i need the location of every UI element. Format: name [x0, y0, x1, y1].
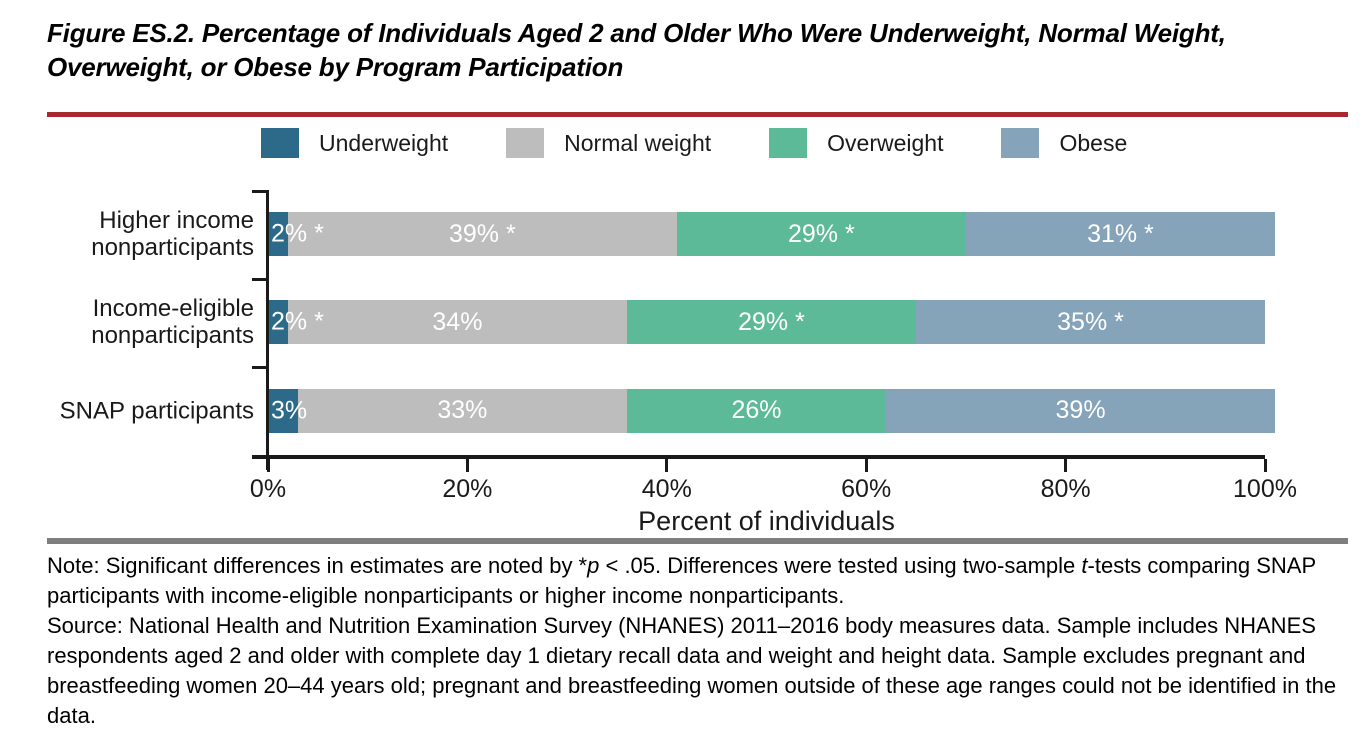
bar-segment-obese: 39% [886, 388, 1275, 433]
x-axis-tick [465, 459, 469, 472]
x-axis-tick-label: 0% [249, 475, 287, 503]
footer-divider-rule [47, 538, 1348, 544]
footnotes: Note: Significant differences in estimat… [47, 551, 1347, 731]
bar-segment-normal-weight: 39% * [287, 212, 677, 256]
bar-value-label: 2% * [271, 219, 324, 248]
x-axis-tick [1064, 459, 1068, 472]
bar-segment-obese: 31% * [965, 212, 1275, 256]
legend-label: Overweight [827, 129, 944, 156]
y-axis-tick [252, 278, 268, 281]
x-axis-tick-label: 80% [1040, 475, 1091, 503]
bar-value-label: 29% * [787, 219, 855, 248]
x-axis-tick-label: 20% [442, 475, 493, 503]
x-axis-line [252, 455, 1265, 459]
x-axis-tick-label: 40% [641, 475, 692, 503]
legend-swatch-icon [506, 128, 545, 158]
legend-swatch-icon [769, 128, 808, 158]
bar-value-label: 31% * [1087, 219, 1154, 248]
x-axis-tick [665, 459, 669, 472]
bar-row: 3% 33% 26% 39% [268, 388, 1275, 433]
legend-label: Obese [1059, 129, 1128, 156]
legend-item-obese: Obese [1001, 128, 1127, 158]
y-axis-tick [252, 190, 268, 193]
bar-segment-normal-weight: 33% [297, 388, 627, 433]
bar-value-label: 35% * [1057, 307, 1124, 336]
stacked-bar-chart: 2% * 39% * 29% * 31% * 2% * 34% 29% * 35% * 3% 33… [0, 190, 1370, 538]
bar-segment-overweight: 29% * [676, 212, 966, 256]
x-axis-tick [266, 459, 270, 472]
bar-value-label: 33% [437, 396, 488, 424]
bar-row: 2% * 39% * 29% * 31% * [268, 212, 1275, 256]
legend-swatch-icon [1001, 128, 1040, 158]
note-segment: Note: Significant differences in estimat… [47, 553, 588, 578]
plot-area: 2% * 39% * 29% * 31% * 2% * 34% 29% * 35% * 3% 33… [268, 190, 1275, 455]
x-axis-tick [1263, 459, 1267, 472]
y-axis-tick [252, 366, 268, 369]
category-label-income-eligible-nonparticipants: Income-eligible nonparticipants [91, 295, 254, 349]
source-text: Source: National Health and Nutrition Ex… [47, 613, 1337, 728]
x-axis-tick-label: 100% [1233, 475, 1297, 503]
note-italic-segment: t [1081, 553, 1088, 578]
note-segment: -tests comparing SNAP participants with … [47, 553, 1316, 608]
bar-value-label: 26% [731, 396, 782, 424]
chart-legend: Underweight Normal weight Overweight Obese [261, 126, 1127, 160]
y-axis-line [266, 190, 269, 470]
bar-segment-overweight: 29% * [626, 300, 917, 344]
category-label-higher-income-nonparticipants: Higher income nonparticipants [91, 207, 254, 261]
figure-title: Figure ES.2. Percentage of Individuals A… [47, 18, 1226, 82]
note-segment: < .05. Differences were tested using two… [599, 553, 1082, 578]
bar-segment-normal-weight: 34% [287, 300, 627, 344]
note-italic-segment: p [587, 553, 600, 578]
bar-value-label: 39% * [448, 219, 516, 248]
bar-row: 2% * 34% 29% * 35% * [268, 300, 1265, 344]
bar-value-label: 3% [271, 396, 308, 424]
x-axis-tick-label: 60% [841, 475, 892, 503]
bar-segment-obese: 35% * [916, 300, 1265, 344]
bar-value-label: 2% * [271, 307, 324, 336]
legend-label: Underweight [319, 129, 449, 156]
note-text: Note: Significant differences in estimat… [47, 551, 1347, 611]
legend-item-normal-weight: Normal weight [506, 128, 711, 158]
bar-segment-underweight: 2% * [268, 212, 324, 256]
bar-segment-underweight: 3% [268, 388, 307, 433]
title-divider-rule [47, 112, 1348, 117]
category-label-snap-participants: SNAP participants [59, 397, 254, 424]
bar-segment-underweight: 2% * [268, 300, 324, 344]
legend-label: Normal weight [564, 129, 712, 156]
legend-item-overweight: Overweight [769, 128, 943, 158]
bar-value-label: 39% [1055, 396, 1106, 424]
legend-swatch-icon [261, 128, 299, 158]
bar-value-label: 34% [432, 307, 483, 336]
x-axis-label: Percent of individuals [638, 506, 895, 536]
legend-item-underweight: Underweight [261, 128, 448, 158]
bar-segment-overweight: 26% [626, 388, 887, 433]
x-axis-tick [864, 459, 868, 472]
bar-value-label: 29% * [738, 307, 805, 336]
